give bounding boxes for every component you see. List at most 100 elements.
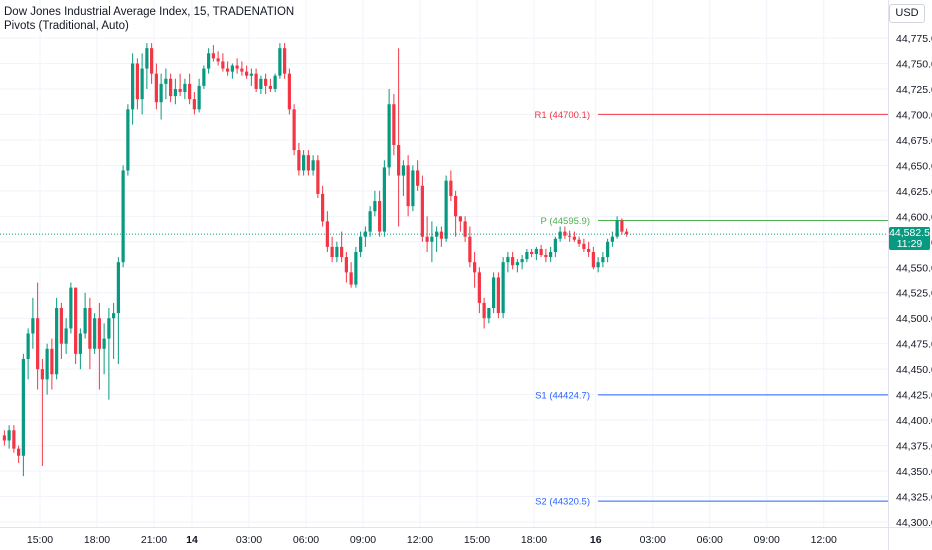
candle [273,73,277,93]
candle-body [292,109,296,151]
currency-button[interactable]: USD [889,4,925,23]
candle-body [321,193,325,222]
candle [316,155,320,198]
candle-body [344,257,348,273]
candle [397,48,401,227]
candle [477,267,481,314]
candle [492,272,496,314]
pivot-label-p: P (44595.9) [541,216,590,227]
x-tick-label: 15:00 [27,534,53,546]
candle [606,238,610,263]
candle [40,358,44,466]
y-tick-label: 44,525.0 [896,288,932,300]
candle-body [458,216,462,222]
candle [188,73,192,105]
candle-body [74,287,78,354]
candle-body [297,150,301,171]
y-tick-label: 44,775.0 [896,33,932,45]
candle [116,257,120,365]
candle [245,65,249,79]
candle-body [363,231,367,237]
y-tick-label: 44,425.0 [896,390,932,402]
candle-body [306,155,310,171]
candle-body [216,58,220,62]
candle [69,282,73,334]
candle-body [610,236,614,242]
pivot-label-s2: S2 (44320.5) [535,497,590,508]
candle [416,160,420,191]
candle [449,170,453,202]
candle [596,257,600,273]
candle-body [544,255,548,258]
candle-body [131,63,135,110]
candle-body [430,236,434,242]
candle [439,226,443,247]
candle [444,175,448,242]
candle [135,58,139,110]
candle-body [164,78,168,84]
candle [197,78,201,113]
candle [150,43,154,84]
candle [88,297,92,370]
indicator-label[interactable]: Pivots (Traditional, Auto) [4,20,129,32]
price-axis[interactable]: 44,300.0 44,325.0 44,350.0 44,375.0 44,400.0… [896,33,932,529]
candle [311,155,315,176]
candle-body [69,287,73,329]
candle-body [382,167,386,232]
candle-body [287,73,291,110]
candle-body [496,277,500,314]
candle [335,241,339,263]
candle [287,68,291,115]
candle [344,251,348,283]
candle [325,211,329,252]
candle-body [435,231,439,237]
candle [268,78,272,93]
candle-body [330,246,334,258]
candle-body [487,308,491,319]
candle [610,231,614,247]
candle [577,236,581,247]
y-tick-label: 44,475.0 [896,339,932,351]
candle-body [325,221,329,247]
candle [411,165,415,212]
candle-body [615,220,619,237]
x-tick-label: 03:00 [236,534,262,546]
candle [601,251,605,268]
candle [131,53,135,125]
candle [7,425,11,449]
candle [401,160,405,196]
y-tick-label: 44,550.0 [896,262,932,274]
symbol-title[interactable]: Dow Jones Industrial Average Index, 15, … [4,6,295,18]
candle-body [102,338,106,349]
candle-body [192,99,196,110]
candle-body [473,262,477,273]
candle-body [12,430,16,449]
time-axis[interactable]: 15:00 18:00 21:00 14 03:00 06:00 09:00 12:00 15:… [27,534,837,546]
candle [496,272,500,319]
candle [93,313,97,354]
candle [568,230,572,242]
candlestick-series [2,43,629,477]
candle [306,150,310,176]
candle [406,155,410,217]
candle [359,231,363,258]
candle-body [202,68,206,86]
candle [183,78,187,100]
candle-body [577,239,581,244]
candle-body [83,308,87,334]
candle [254,68,258,93]
candle [173,78,177,105]
y-tick-label: 44,375.0 [896,441,932,453]
pivot-label-r1: R1 (44700.1) [535,110,590,121]
candle [74,287,78,365]
y-tick-label: 44,500.0 [896,313,932,325]
last-price-label: 44,582.5 11:29 [889,227,930,251]
candle-body [620,220,624,232]
x-tick-label: 15:00 [464,534,490,546]
candle [563,226,567,239]
y-tick-label: 44,600.0 [896,211,932,223]
candle [240,61,244,76]
candle-body [121,170,125,263]
candle-body [425,236,429,242]
